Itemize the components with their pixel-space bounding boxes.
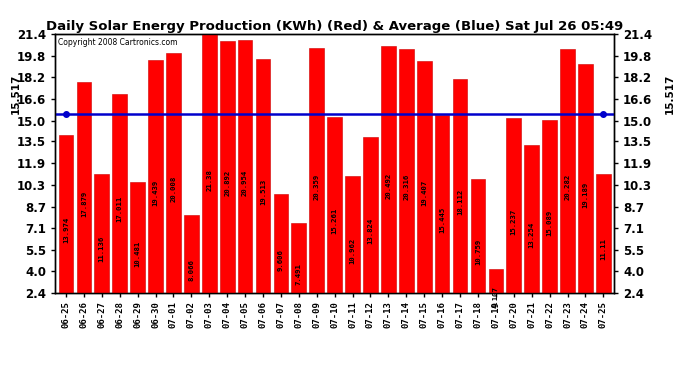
Text: 17.011: 17.011 bbox=[117, 196, 123, 222]
Bar bbox=[95, 174, 109, 325]
Bar bbox=[489, 269, 503, 325]
Text: 20.492: 20.492 bbox=[386, 172, 391, 199]
Text: 4.107: 4.107 bbox=[493, 286, 499, 308]
Text: 10.481: 10.481 bbox=[135, 241, 141, 267]
Text: 10.962: 10.962 bbox=[350, 237, 355, 264]
Text: 15.517: 15.517 bbox=[11, 74, 21, 114]
Text: 15.089: 15.089 bbox=[546, 209, 553, 236]
Text: 20.892: 20.892 bbox=[224, 170, 230, 196]
Text: 13.824: 13.824 bbox=[368, 218, 373, 244]
Bar bbox=[166, 53, 181, 325]
Text: 11.11: 11.11 bbox=[600, 238, 607, 261]
Text: 20.359: 20.359 bbox=[314, 173, 319, 200]
Bar bbox=[453, 78, 467, 325]
Text: 8.066: 8.066 bbox=[188, 260, 195, 281]
Bar bbox=[596, 174, 611, 325]
Bar bbox=[202, 34, 217, 325]
Bar bbox=[471, 178, 485, 325]
Text: 13.974: 13.974 bbox=[63, 217, 69, 243]
Text: 9.606: 9.606 bbox=[278, 249, 284, 271]
Bar bbox=[148, 60, 163, 325]
Bar bbox=[345, 176, 360, 325]
Bar bbox=[130, 183, 145, 325]
Text: 15.517: 15.517 bbox=[665, 74, 675, 114]
Text: 20.282: 20.282 bbox=[564, 174, 571, 200]
Bar bbox=[560, 49, 575, 325]
Bar bbox=[363, 137, 378, 325]
Bar bbox=[291, 223, 306, 325]
Bar bbox=[184, 215, 199, 325]
Text: 19.407: 19.407 bbox=[421, 180, 427, 206]
Text: 10.759: 10.759 bbox=[475, 239, 481, 265]
Text: Copyright 2008 Cartronics.com: Copyright 2008 Cartronics.com bbox=[58, 38, 177, 46]
Text: 19.189: 19.189 bbox=[582, 182, 589, 208]
Bar bbox=[238, 40, 253, 325]
Bar bbox=[220, 40, 235, 325]
Bar bbox=[77, 82, 91, 325]
Text: 7.491: 7.491 bbox=[296, 263, 302, 285]
Bar bbox=[273, 194, 288, 325]
Bar bbox=[59, 135, 73, 325]
Text: 19.439: 19.439 bbox=[152, 180, 159, 206]
Text: 11.136: 11.136 bbox=[99, 236, 105, 262]
Text: 19.513: 19.513 bbox=[260, 179, 266, 206]
Bar bbox=[578, 64, 593, 325]
Bar bbox=[399, 48, 413, 325]
Bar bbox=[381, 46, 396, 325]
Bar bbox=[506, 118, 521, 325]
Text: 15.445: 15.445 bbox=[439, 207, 445, 233]
Bar bbox=[112, 93, 127, 325]
Bar bbox=[327, 117, 342, 325]
Text: 17.879: 17.879 bbox=[81, 190, 87, 217]
Text: 15.237: 15.237 bbox=[511, 208, 517, 234]
Text: 18.112: 18.112 bbox=[457, 189, 463, 215]
Bar bbox=[524, 145, 539, 325]
Bar bbox=[417, 61, 431, 325]
Bar bbox=[256, 60, 270, 325]
Text: 20.008: 20.008 bbox=[170, 176, 177, 202]
Bar bbox=[435, 115, 449, 325]
Title: Daily Solar Energy Production (KWh) (Red) & Average (Blue) Sat Jul 26 05:49: Daily Solar Energy Production (KWh) (Red… bbox=[46, 20, 623, 33]
Text: 13.254: 13.254 bbox=[529, 222, 535, 248]
Text: 21.38: 21.38 bbox=[206, 169, 213, 190]
Text: 15.261: 15.261 bbox=[332, 208, 337, 234]
Text: 20.954: 20.954 bbox=[242, 170, 248, 196]
Bar bbox=[309, 48, 324, 325]
Bar bbox=[542, 120, 557, 325]
Text: 20.316: 20.316 bbox=[403, 174, 409, 200]
